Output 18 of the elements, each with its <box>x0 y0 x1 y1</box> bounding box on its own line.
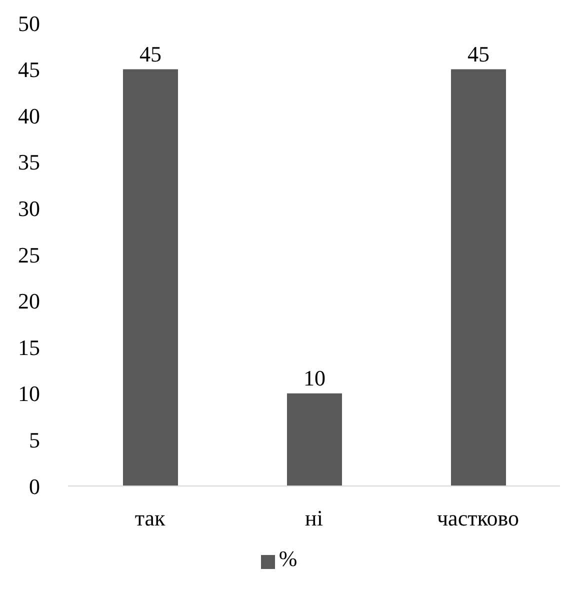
x-tick-label: частково <box>436 506 520 531</box>
y-tick-label: 45 <box>18 57 40 82</box>
y-tick-label: 15 <box>18 334 40 360</box>
y-tick-label: 50 <box>18 10 40 36</box>
y-tick-label: 40 <box>18 103 40 128</box>
y-tick-label: 10 <box>18 381 40 406</box>
y-tick-label: 0 <box>29 474 40 499</box>
y-tick-label: 5 <box>29 428 40 453</box>
y-tick-label: 20 <box>18 288 40 314</box>
y-tick-label: 35 <box>18 150 40 175</box>
data-label: 10 <box>304 365 326 390</box>
y-tick-label: 30 <box>18 196 40 222</box>
x-tick-label: так <box>134 506 166 531</box>
x-tick-label: ні <box>305 506 323 531</box>
data-label: 45 <box>140 41 162 66</box>
legend-label: % <box>278 546 298 571</box>
y-tick-label: 25 <box>18 242 40 268</box>
data-label: 45 <box>468 41 490 66</box>
